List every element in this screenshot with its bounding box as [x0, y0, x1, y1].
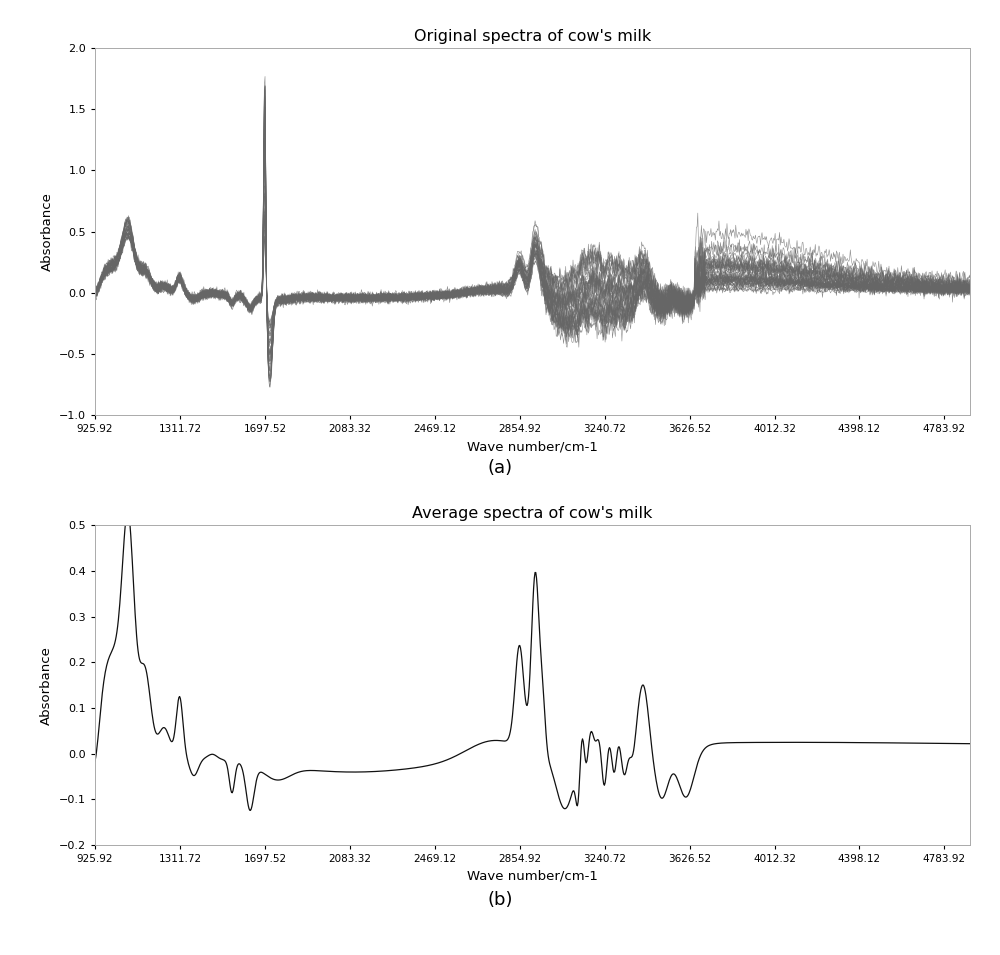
- X-axis label: Wave number/cm-1: Wave number/cm-1: [467, 870, 598, 882]
- Y-axis label: Absorbance: Absorbance: [40, 646, 53, 725]
- Title: Average spectra of cow's milk: Average spectra of cow's milk: [412, 506, 653, 521]
- Text: (a): (a): [487, 459, 513, 477]
- Text: (b): (b): [487, 891, 513, 908]
- X-axis label: Wave number/cm-1: Wave number/cm-1: [467, 440, 598, 453]
- Title: Original spectra of cow's milk: Original spectra of cow's milk: [414, 29, 651, 44]
- Y-axis label: Absorbance: Absorbance: [40, 192, 53, 271]
